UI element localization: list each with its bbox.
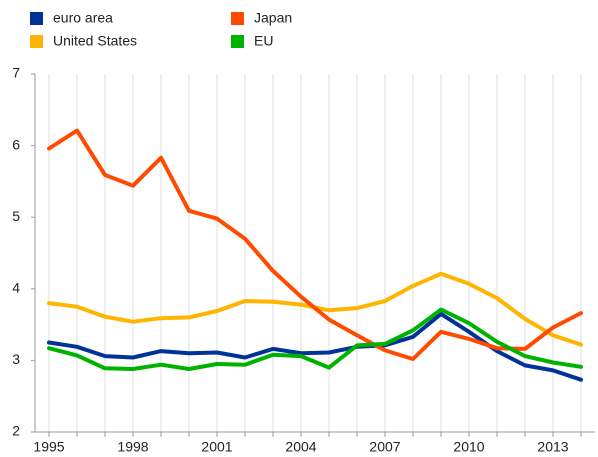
y-tick-label: 4	[12, 280, 20, 296]
y-tick-label: 7	[12, 65, 20, 81]
legend-swatch	[231, 35, 244, 48]
y-tick-label: 3	[12, 351, 20, 367]
legend-swatch	[231, 12, 244, 25]
x-tick-label: 1998	[117, 439, 148, 455]
x-tick-label: 2004	[285, 439, 316, 455]
x-tick-label: 2001	[201, 439, 232, 455]
legend-label: euro area	[53, 10, 113, 26]
legend: euro area United States Japan EU	[30, 10, 292, 49]
x-tick-label: 2013	[537, 439, 568, 455]
y-tick-label: 5	[12, 208, 20, 224]
series-line	[47, 307, 583, 371]
y-tick-label: 2	[12, 423, 20, 439]
x-tick-label: 1995	[33, 439, 64, 455]
y-tick-label: 6	[12, 136, 20, 152]
legend-label: Japan	[254, 10, 292, 26]
legend-swatch	[30, 12, 43, 25]
legend-label: EU	[254, 33, 273, 49]
x-tick-label: 2010	[453, 439, 484, 455]
grid	[48, 74, 582, 432]
series-line	[47, 128, 583, 361]
legend-swatch	[30, 35, 43, 48]
legend-label: United States	[53, 33, 137, 49]
x-tick-label: 2007	[369, 439, 400, 455]
